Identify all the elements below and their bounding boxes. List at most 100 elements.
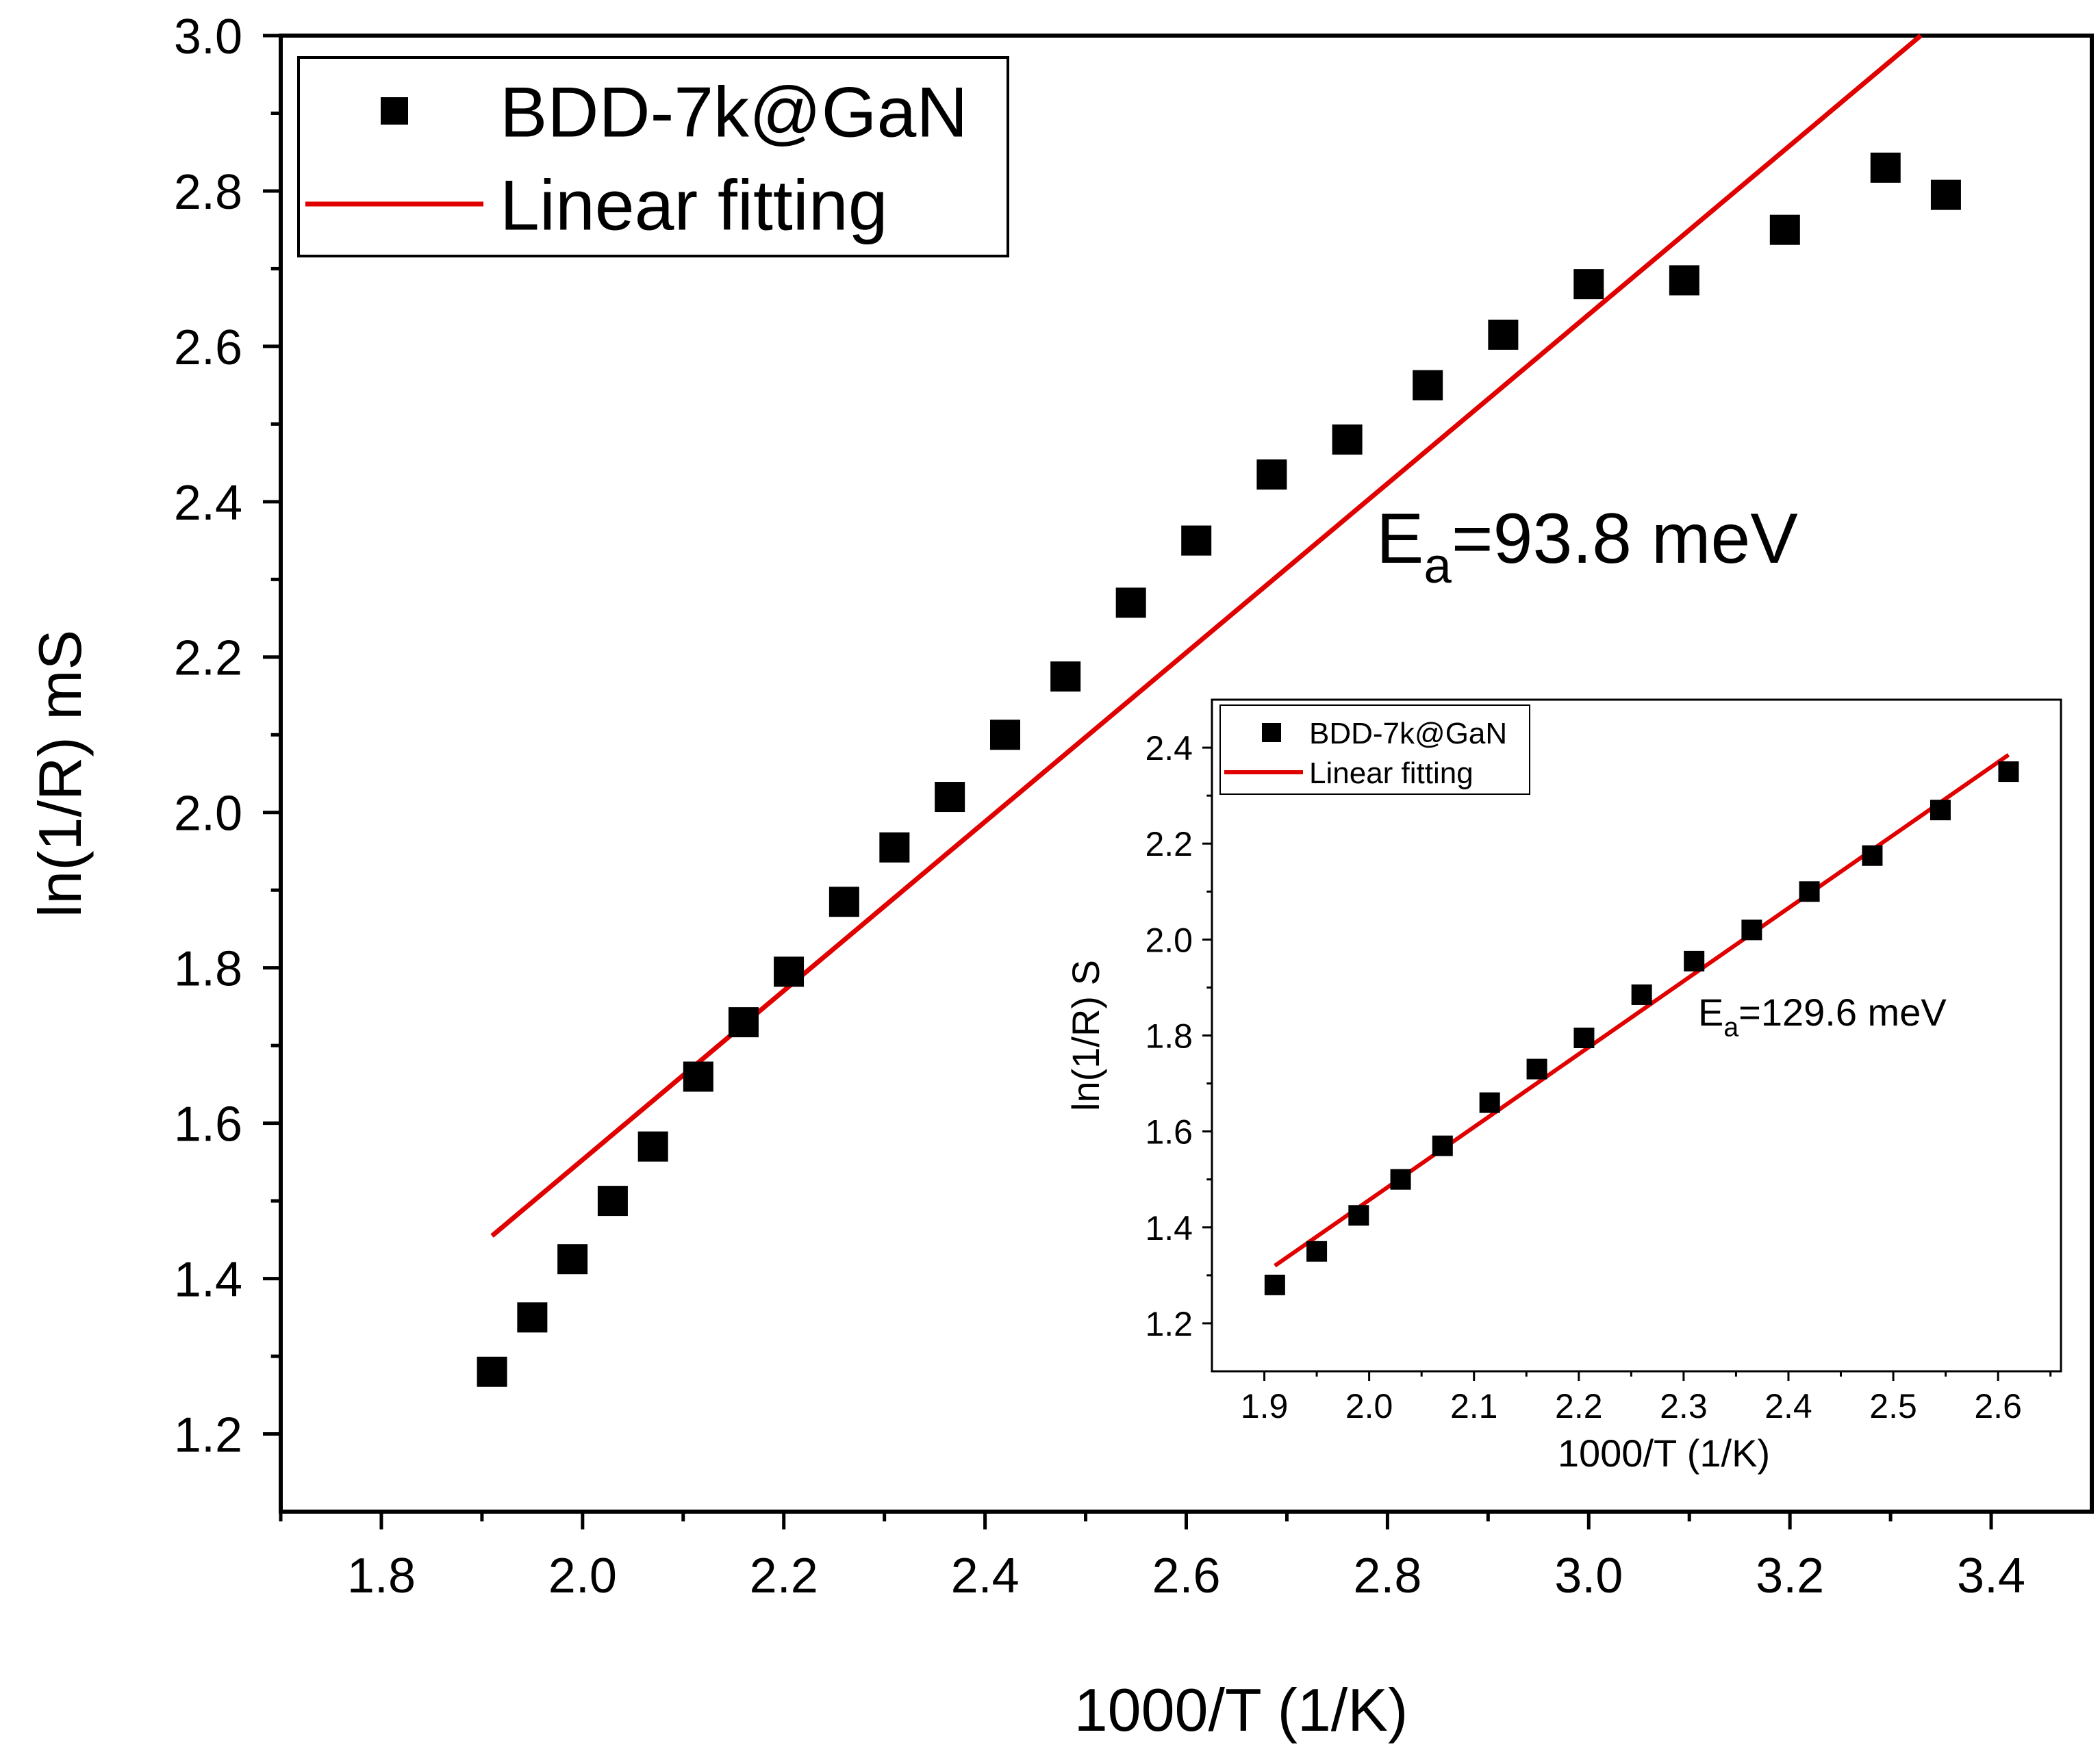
data-points <box>477 152 1961 1387</box>
y-axis-label: ln(1/R) S <box>1064 960 1107 1111</box>
inset-chart: 1.9 2.0 2.1 2.2 2.3 2.4 2.5 2.6 1.2 1.4 1.6 1.8 2.0 2… <box>1064 698 2062 1475</box>
y-tick-label: 2.2 <box>174 631 242 686</box>
legend-marker <box>381 97 408 125</box>
data-point <box>637 1131 668 1162</box>
data-point <box>1769 214 1800 245</box>
annotation-subscript: a <box>1723 1013 1738 1043</box>
legend-box <box>297 56 1009 257</box>
y-tick-label: 1.4 <box>174 1252 242 1307</box>
data-point <box>1998 761 2019 783</box>
x-tick-label: 2.5 <box>1869 1387 1917 1425</box>
x-tick-label: 3.4 <box>1957 1549 2025 1603</box>
data-point <box>1526 1058 1547 1080</box>
y-tick-label: 1.6 <box>1145 1113 1193 1152</box>
data-point <box>683 1061 713 1092</box>
annotation-value: =93.8 meV <box>1452 499 1798 579</box>
y-tick-label: 2.6 <box>174 320 242 375</box>
x-axis-label: 1000/T (1/K) <box>1558 1432 1770 1475</box>
data-point <box>879 832 910 863</box>
annotation-symbol: E <box>1698 991 1723 1034</box>
data-point <box>1181 525 1212 556</box>
x-tick-label: 2.2 <box>750 1549 818 1603</box>
y-tick-label: 2.4 <box>1145 729 1193 767</box>
main-chart: 1.8 2.0 2.2 2.4 2.6 2.8 3.0 3.2 3.4 1.2 1.4 1.6 1.8 2… <box>26 10 2094 1744</box>
x-tick-label: 2.0 <box>548 1549 617 1603</box>
y-tick-label: 2.2 <box>1145 825 1193 863</box>
data-point <box>1332 424 1363 455</box>
legend-entry-data: BDD-7k@GaN <box>500 73 967 152</box>
legend: BDD-7k@GaN Linear fitting <box>297 56 1009 257</box>
data-point <box>1306 1241 1328 1262</box>
x-tick-label: 1.9 <box>1241 1387 1289 1425</box>
data-point <box>990 720 1020 750</box>
x-tick-label: 2.4 <box>1764 1387 1812 1425</box>
data-point <box>1862 845 1883 866</box>
x-tick-label: 2.6 <box>1152 1549 1220 1603</box>
x-tick-label: 2.1 <box>1450 1387 1498 1425</box>
data-point <box>1488 319 1519 350</box>
x-tick-label: 2.6 <box>1974 1387 2022 1425</box>
data-point <box>774 956 805 987</box>
y-tick-label: 1.8 <box>174 942 242 997</box>
x-axis: 1.8 2.0 2.2 2.4 2.6 2.8 3.0 3.2 3.4 <box>279 1512 2025 1603</box>
data-point <box>597 1186 628 1217</box>
y-tick-label: 1.8 <box>1145 1017 1193 1056</box>
y-axis: 1.2 1.4 1.6 1.8 2.0 2.2 2.4 <box>1145 729 1212 1343</box>
x-tick-label: 2.0 <box>1345 1387 1393 1425</box>
data-point <box>1479 1092 1500 1113</box>
data-point <box>1684 950 1705 971</box>
data-point <box>1799 881 1820 902</box>
x-tick-label: 2.3 <box>1660 1387 1708 1425</box>
legend: BDD-7k@GaN Linear fitting <box>1219 704 1530 795</box>
data-point <box>728 1007 759 1038</box>
y-tick-label: 1.2 <box>174 1408 242 1462</box>
y-axis: 1.2 1.4 1.6 1.8 2.0 2.2 2.4 2.6 2.8 3.0 <box>174 10 281 1462</box>
legend-entry-fit: Linear fitting <box>1309 757 1473 790</box>
y-tick-label: 2.8 <box>174 165 242 220</box>
data-point <box>1432 1135 1453 1156</box>
y-tick-label: 1.2 <box>1145 1305 1193 1343</box>
y-axis-label: ln(1/R) mS <box>26 630 94 918</box>
x-tick-label: 2.4 <box>951 1549 1020 1603</box>
data-point <box>1264 1274 1285 1295</box>
x-tick-label: 2.2 <box>1555 1387 1603 1425</box>
data-point <box>1631 984 1652 1005</box>
data-point <box>557 1244 588 1275</box>
annotation-symbol: E <box>1376 499 1424 579</box>
y-tick-label: 2.0 <box>1145 921 1193 959</box>
data-points <box>1264 761 2019 1295</box>
data-point <box>1256 459 1287 490</box>
data-point <box>1348 1205 1369 1226</box>
data-point <box>517 1302 548 1333</box>
y-tick-label: 1.4 <box>1145 1209 1193 1247</box>
x-tick-label: 2.8 <box>1353 1549 1421 1603</box>
data-point <box>1573 269 1604 300</box>
activation-energy-label: Ea=129.6 meV <box>1698 991 1947 1043</box>
x-axis: 1.9 2.0 2.1 2.2 2.3 2.4 2.5 2.6 <box>1241 1371 2052 1425</box>
data-point <box>1115 587 1146 618</box>
annotation-subscript: a <box>1424 538 1452 594</box>
data-point <box>1930 179 1961 210</box>
data-point <box>828 887 859 917</box>
data-point <box>1050 661 1081 692</box>
y-tick-label: 1.6 <box>174 1097 242 1152</box>
legend-entry-data: BDD-7k@GaN <box>1309 717 1507 750</box>
data-point <box>1573 1028 1595 1049</box>
data-point <box>1870 152 1901 183</box>
legend-marker <box>1262 723 1281 742</box>
data-point <box>477 1356 507 1387</box>
legend-box <box>1219 704 1530 795</box>
x-tick-label: 3.2 <box>1756 1549 1824 1603</box>
data-point <box>1669 265 1699 296</box>
data-point <box>1930 800 1951 821</box>
annotation-value: =129.6 meV <box>1738 991 1947 1034</box>
data-point <box>1413 370 1443 401</box>
x-axis-label: 1000/T (1/K) <box>1074 1676 1408 1744</box>
legend-entry-fit: Linear fitting <box>500 166 888 245</box>
y-tick-label: 2.0 <box>174 787 242 841</box>
y-tick-label: 2.4 <box>174 476 242 531</box>
data-point <box>935 782 965 813</box>
y-tick-label: 3.0 <box>174 10 242 64</box>
